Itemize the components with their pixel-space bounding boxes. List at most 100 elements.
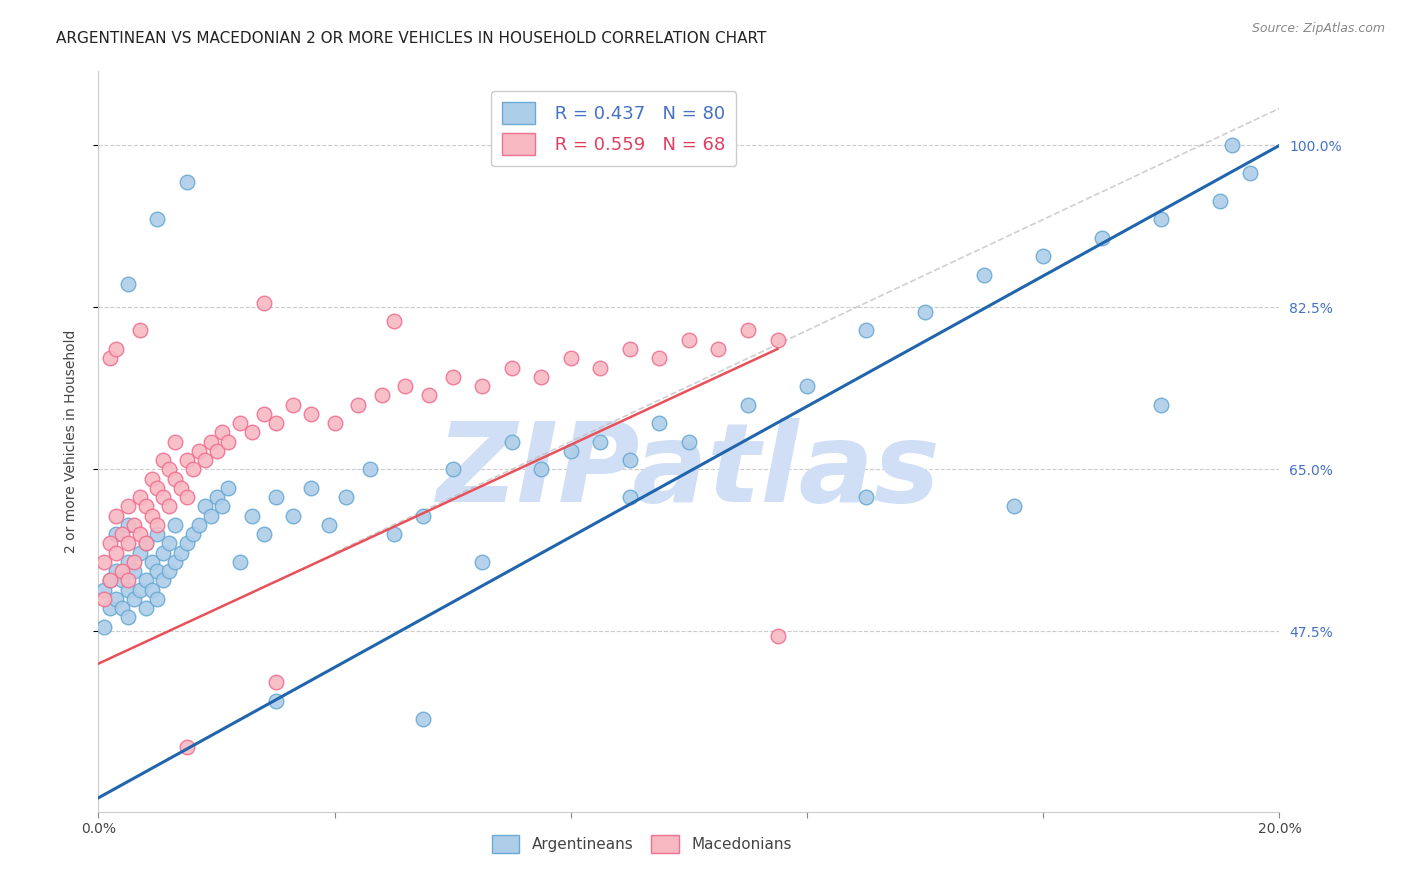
Legend: Argentineans, Macedonians: Argentineans, Macedonians (485, 829, 797, 860)
Point (323, 416, 346, 430)
Point (766, 333, 789, 347)
Point (93, 591, 115, 606)
Point (146, 212, 169, 227)
Point (501, 360, 523, 375)
Point (1220, 138, 1243, 153)
Point (194, 453, 217, 467)
Point (98, 351, 121, 366)
Point (98, 601, 121, 615)
Point (170, 481, 193, 495)
Point (766, 629, 789, 643)
Point (111, 601, 134, 615)
Point (441, 369, 464, 384)
Point (418, 388, 440, 402)
Point (240, 508, 263, 523)
Point (471, 555, 494, 569)
Point (299, 481, 322, 495)
Point (135, 601, 157, 615)
Point (264, 675, 287, 690)
Point (1032, 250, 1054, 264)
Point (128, 490, 150, 504)
Point (973, 268, 995, 282)
Point (122, 555, 145, 569)
Point (181, 462, 204, 476)
Point (187, 443, 209, 458)
Point (117, 582, 139, 597)
Point (105, 545, 128, 560)
Point (117, 610, 139, 624)
Text: ARGENTINEAN VS MACEDONIAN 2 OR MORE VEHICLES IN HOUSEHOLD CORRELATION CHART: ARGENTINEAN VS MACEDONIAN 2 OR MORE VEHI… (56, 31, 766, 46)
Point (176, 453, 198, 467)
Point (146, 481, 169, 495)
Point (128, 323, 150, 337)
Point (181, 527, 204, 541)
Point (205, 490, 228, 504)
Point (187, 517, 209, 532)
Point (412, 508, 434, 523)
Point (648, 351, 671, 366)
Point (146, 527, 169, 541)
Point (253, 527, 276, 541)
Point (560, 351, 582, 366)
Point (141, 582, 163, 597)
Point (855, 490, 877, 504)
Point (619, 490, 641, 504)
Point (176, 536, 198, 550)
Point (530, 462, 553, 476)
Point (170, 545, 193, 560)
Point (619, 342, 641, 356)
Point (1091, 231, 1114, 245)
Point (205, 443, 228, 458)
Point (371, 388, 394, 402)
Point (157, 536, 180, 550)
Point (146, 591, 169, 606)
Point (299, 407, 322, 421)
Point (117, 517, 139, 532)
Point (253, 407, 276, 421)
Point (165, 472, 187, 486)
Point (560, 443, 582, 458)
Point (105, 591, 128, 606)
Point (98, 536, 121, 550)
Point (105, 527, 128, 541)
Point (128, 527, 150, 541)
Point (737, 323, 759, 337)
Point (1150, 212, 1173, 227)
Point (1209, 194, 1232, 208)
Point (211, 500, 233, 514)
Point (105, 508, 128, 523)
Point (122, 517, 145, 532)
Point (264, 416, 287, 430)
Point (737, 398, 759, 412)
Point (530, 369, 553, 384)
Y-axis label: 2 or more Vehicles in Household: 2 or more Vehicles in Household (63, 330, 77, 553)
Point (211, 425, 233, 440)
Point (382, 314, 405, 328)
Point (471, 379, 494, 393)
Point (111, 527, 134, 541)
Point (117, 536, 139, 550)
Point (152, 545, 174, 560)
Point (146, 564, 169, 578)
Point (240, 425, 263, 440)
Point (152, 490, 174, 504)
Point (146, 517, 169, 532)
Point (347, 398, 370, 412)
Point (111, 564, 134, 578)
Point (141, 472, 163, 486)
Point (98, 574, 121, 588)
Point (359, 462, 381, 476)
Point (98, 574, 121, 588)
Point (111, 574, 134, 588)
Point (318, 517, 340, 532)
Point (283, 508, 305, 523)
Point (619, 453, 641, 467)
Point (283, 398, 305, 412)
Point (176, 490, 198, 504)
Point (501, 434, 523, 449)
Point (194, 500, 217, 514)
Point (229, 555, 252, 569)
Point (128, 582, 150, 597)
Point (678, 434, 700, 449)
Point (589, 434, 612, 449)
